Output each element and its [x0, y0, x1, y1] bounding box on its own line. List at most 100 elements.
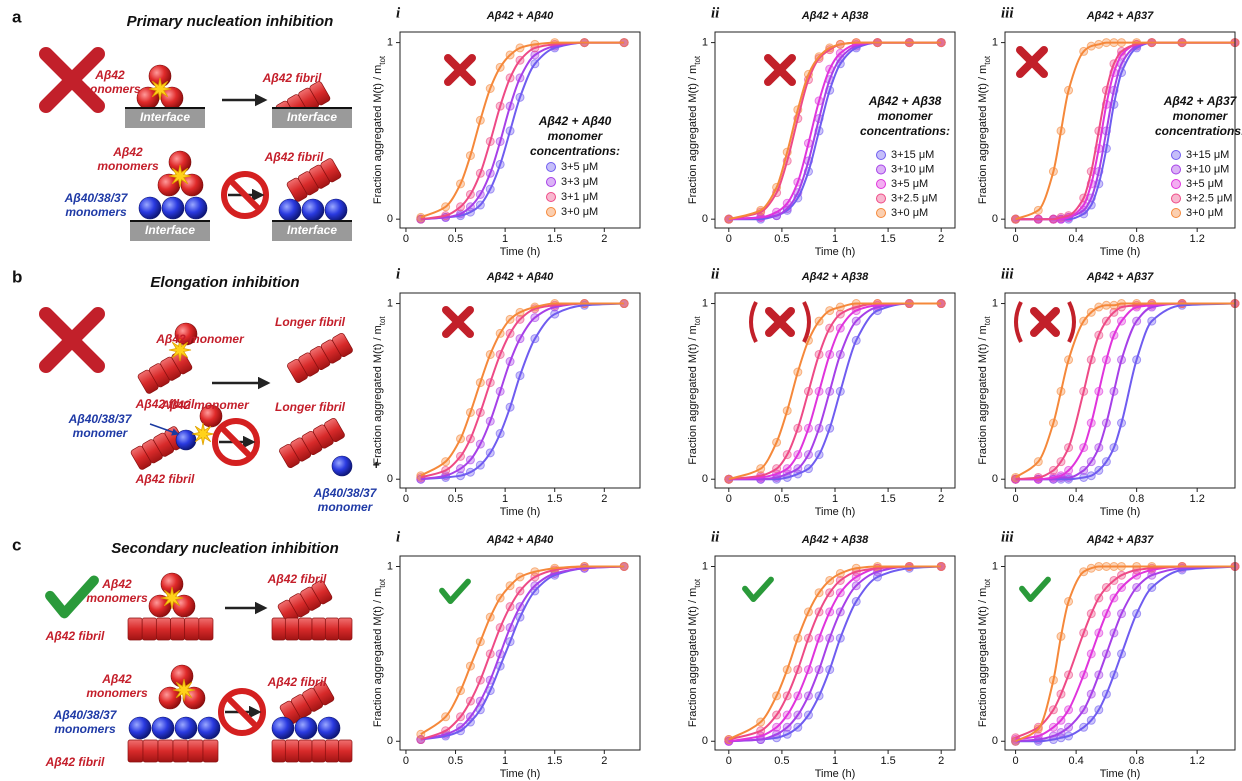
x-tick-label: 1 [502, 233, 508, 245]
x-axis-label: Time (h) [500, 246, 541, 258]
sphere [158, 686, 182, 710]
plot-frame [399, 292, 641, 489]
schematic-title: Elongation inhibition [150, 274, 299, 291]
y-axis-label-sub: tot [983, 578, 992, 588]
legend-swatch [1171, 179, 1181, 189]
x-tick-label: 1.5 [547, 755, 562, 767]
interface [130, 222, 210, 241]
cross-mark [765, 307, 795, 337]
no-sign-slash [224, 694, 260, 730]
no-sign-slash [218, 424, 254, 460]
fit-line [420, 565, 625, 741]
cross-mark [1016, 46, 1048, 78]
x-tick-label: 0.8 [1129, 755, 1144, 767]
y-axis-label: Fraction aggregated M(t) / mtot [977, 55, 992, 204]
schematic-label: Aβ42 [94, 68, 125, 82]
x-tick-label: 0.8 [1129, 493, 1144, 505]
legend-label: 3+5 μM [561, 161, 598, 173]
fit-line [728, 41, 942, 221]
legend-label: 3+0 μM [1186, 207, 1223, 219]
nucleation-star [168, 338, 192, 362]
sphere [324, 198, 348, 222]
interface [272, 109, 352, 128]
fibril-segment [284, 617, 300, 641]
schematic-label: Longer fibril [275, 400, 346, 414]
chart-title: Aβ42 + Aβ40 [486, 534, 554, 546]
y-axis-label-text: Fraction aggregated M(t) / m [977, 65, 989, 204]
schematic-label: Aβ42 [112, 145, 143, 159]
fibril-segment [309, 81, 331, 106]
legend-swatch [876, 179, 886, 189]
x-tick-label: 0 [726, 233, 732, 245]
check-mark [742, 576, 774, 603]
legend-swatch [1171, 150, 1181, 160]
y-axis-label-sub: tot [983, 55, 992, 65]
x-tick-label: 1 [832, 755, 838, 767]
plot-frame [714, 555, 956, 751]
fibril-segment [198, 617, 214, 641]
y-tick-label: 1 [702, 297, 708, 309]
fit-line [1015, 565, 1235, 739]
panel-numeral: iii [1001, 529, 1014, 545]
cross-mark [442, 306, 474, 338]
y-axis-label: Fraction aggregated M(t) / mtot [687, 55, 702, 204]
y-axis-label-sub: tot [693, 578, 702, 588]
sphere [184, 196, 208, 220]
x-tick-label: 0.5 [774, 493, 789, 505]
x-tick-label: 1.5 [880, 755, 895, 767]
cross-mark [39, 307, 105, 373]
x-tick-label: 2 [601, 233, 607, 245]
x-tick-label: 0.5 [774, 755, 789, 767]
legend-label: 3+2.5 μM [891, 192, 937, 204]
schematic-label: Aβ40/38/37 [53, 708, 118, 722]
x-axis-label: Time (h) [500, 768, 541, 780]
fit-line [420, 302, 625, 481]
fibril-segment [338, 617, 353, 641]
schematic-label: Aβ42 [101, 672, 132, 686]
legend-title: concentrations: [860, 124, 950, 138]
fit-line [420, 302, 625, 477]
y-tick-label: 1 [992, 560, 998, 572]
fit-line [420, 41, 625, 221]
panel-numeral: iii [1001, 5, 1014, 21]
schematic-label: Aβ42 [101, 577, 132, 591]
y-tick-label: 1 [992, 37, 998, 49]
fit-line [728, 302, 942, 481]
fit-line [728, 565, 942, 741]
schematic-label: Aβ40/38/37 [68, 412, 133, 426]
sphere [151, 716, 175, 740]
x-tick-label: 1.5 [880, 233, 895, 245]
fibril-segment [311, 617, 326, 641]
schematic-label: Aβ42 fibril [135, 397, 195, 411]
y-tick-label: 1 [992, 297, 998, 309]
schematic-label: monomers [65, 205, 127, 219]
fibril-segment [332, 332, 353, 358]
sphere [197, 716, 221, 740]
legend-title: Aβ42 + Aβ38 [868, 94, 942, 108]
y-tick-label: 0 [387, 213, 393, 225]
fit-line [420, 565, 625, 741]
fit-line [420, 41, 625, 221]
plot-frame [714, 31, 956, 229]
cross-mark [1030, 307, 1060, 337]
fit-line [728, 302, 942, 481]
x-tick-label: 1.2 [1190, 233, 1205, 245]
x-axis-label: Time (h) [815, 768, 856, 780]
sphere [199, 404, 223, 428]
fit-line [1015, 41, 1235, 221]
no-sign-slash [227, 177, 263, 213]
fibril-segment [313, 681, 335, 706]
fibril-segment [127, 739, 144, 763]
chart-title: Aβ42 + Aβ38 [801, 534, 869, 546]
fit-line [1015, 565, 1236, 743]
x-tick-label: 0 [1013, 755, 1019, 767]
legend-title: Aβ42 + Aβ37 [1163, 94, 1238, 108]
schematic-label: monomers [54, 722, 116, 736]
x-tick-label: 0.4 [1068, 755, 1083, 767]
x-tick-label: 1 [502, 755, 508, 767]
fibril-segment [142, 739, 159, 763]
schematic-label: monomers [79, 82, 141, 96]
fit-line [1015, 302, 1235, 479]
x-tick-label: 1 [502, 493, 508, 505]
fit-line [1015, 565, 1236, 743]
